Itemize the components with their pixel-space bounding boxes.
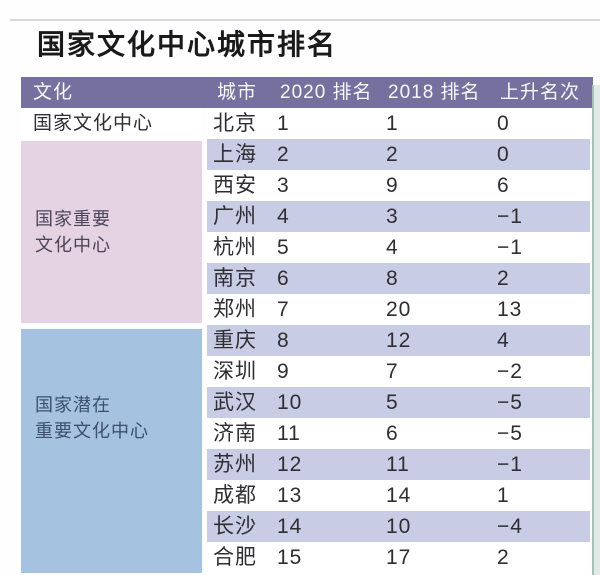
cell-rank-2020: 8 — [277, 329, 290, 352]
table-row: 杭州 5 4 −1 — [207, 232, 590, 263]
group-cell-important-center: 国家重要 文化中心 — [21, 141, 202, 323]
table-row: 郑州 7 20 13 — [207, 294, 590, 325]
table-row: 长沙 14 10 −4 — [207, 511, 590, 542]
cell-rank-change: −4 — [497, 515, 523, 538]
header-rank-2018: 2018 排名 — [388, 82, 481, 103]
header-rank-change: 上升名次 — [500, 82, 581, 103]
group-label-line: 重要文化中心 — [35, 421, 149, 441]
cell-city: 苏州 — [213, 453, 257, 476]
cell-rank-2018: 3 — [386, 205, 399, 228]
cell-rank-change: 2 — [497, 546, 510, 569]
cell-rank-2020: 12 — [277, 453, 303, 476]
right-edge-line — [592, 85, 594, 575]
cell-rank-2018: 20 — [386, 298, 412, 321]
table-row: 南京 6 8 2 — [207, 263, 590, 294]
cell-city: 上海 — [213, 143, 257, 166]
group-cell-national-center: 国家文化中心 — [21, 108, 202, 139]
cell-city: 郑州 — [213, 298, 257, 321]
cell-rank-2018: 5 — [386, 391, 399, 414]
cell-rank-2018: 14 — [386, 484, 412, 507]
cell-rank-change: −1 — [497, 453, 523, 476]
right-edge-strip — [594, 85, 600, 575]
group-label-line: 文化中心 — [35, 235, 111, 255]
cell-rank-change: −5 — [497, 391, 523, 414]
table-row: 深圳 9 7 −2 — [207, 356, 590, 387]
cell-rank-change: 6 — [497, 174, 510, 197]
cell-rank-2018: 6 — [386, 422, 399, 445]
table-row: 成都 13 14 1 — [207, 480, 590, 511]
cell-rank-change: 0 — [497, 112, 510, 135]
cell-city: 济南 — [213, 422, 257, 445]
cell-rank-change: 0 — [497, 143, 510, 166]
cell-city: 杭州 — [213, 236, 257, 259]
cell-rank-2018: 7 — [386, 360, 399, 383]
cell-rank-2020: 3 — [277, 174, 290, 197]
header-rank-2020: 2020 排名 — [280, 82, 373, 103]
table-row: 济南 11 6 −5 — [207, 418, 590, 449]
table-row: 西安 3 9 6 — [207, 170, 590, 201]
cell-rank-2020: 9 — [277, 360, 290, 383]
cell-rank-change: −1 — [497, 236, 523, 259]
cell-city: 北京 — [213, 112, 257, 135]
cell-rank-2018: 9 — [386, 174, 399, 197]
cell-rank-2020: 6 — [277, 267, 290, 290]
group-label: 国家文化中心 — [33, 113, 154, 134]
cell-city: 重庆 — [213, 329, 257, 352]
cell-rank-change: 4 — [497, 329, 510, 352]
table-row: 苏州 12 11 −1 — [207, 449, 590, 480]
cell-rank-2020: 2 — [277, 143, 290, 166]
header-culture: 文化 — [33, 82, 74, 103]
cell-city: 南京 — [213, 267, 257, 290]
cell-rank-2020: 5 — [277, 236, 290, 259]
table-rows: 北京 1 1 0 上海 2 2 0 西安 3 9 6 广州 4 3 −1 杭州 5 4 −1 南京 6 8 2 郑州 7 20 13 重… — [207, 108, 590, 573]
cell-city: 合肥 — [213, 546, 257, 569]
cell-rank-2020: 11 — [277, 422, 301, 445]
cell-rank-2018: 12 — [386, 329, 412, 352]
cell-rank-change: 13 — [497, 298, 523, 321]
cell-city: 成都 — [213, 484, 257, 507]
header-city: 城市 — [217, 82, 258, 103]
cell-rank-change: 2 — [497, 267, 510, 290]
cell-rank-2018: 8 — [386, 267, 399, 290]
cell-rank-change: −2 — [497, 360, 523, 383]
cell-city: 长沙 — [213, 515, 257, 538]
cell-rank-2018: 4 — [386, 236, 399, 259]
cell-rank-2018: 11 — [386, 453, 410, 476]
cell-rank-2020: 10 — [277, 391, 303, 414]
table-row: 重庆 8 12 4 — [207, 325, 590, 356]
cell-city: 深圳 — [213, 360, 257, 383]
cell-rank-2020: 15 — [277, 546, 303, 569]
cell-rank-2020: 4 — [277, 205, 290, 228]
table-row: 上海 2 2 0 — [207, 139, 590, 170]
cell-rank-change: −5 — [497, 422, 523, 445]
page-title: 国家文化中心城市排名 — [37, 29, 338, 60]
top-divider-line — [10, 19, 600, 21]
cell-rank-2018: 2 — [386, 143, 399, 166]
cell-rank-change: −1 — [497, 205, 523, 228]
group-cell-potential-center: 国家潜在 重要文化中心 — [21, 329, 202, 573]
cell-rank-2020: 13 — [277, 484, 303, 507]
cell-rank-2020: 14 — [277, 515, 303, 538]
cell-rank-2020: 1 — [277, 112, 290, 135]
group-label-line: 国家潜在 — [35, 395, 111, 415]
table-row: 武汉 10 5 −5 — [207, 387, 590, 418]
cell-city: 西安 — [213, 174, 257, 197]
table-row: 广州 4 3 −1 — [207, 201, 590, 232]
cell-rank-2020: 7 — [277, 298, 290, 321]
table-header-row: 文化 城市 2020 排名 2018 排名 上升名次 — [21, 77, 593, 108]
cell-rank-2018: 17 — [386, 546, 412, 569]
table-row: 合肥 15 17 2 — [207, 542, 590, 573]
table-row: 北京 1 1 0 — [207, 108, 590, 139]
cell-rank-change: 1 — [497, 484, 510, 507]
cell-city: 广州 — [213, 205, 257, 228]
cell-rank-2018: 10 — [386, 515, 412, 538]
cell-city: 武汉 — [213, 391, 257, 414]
cell-rank-2018: 1 — [386, 112, 399, 135]
group-label-line: 国家重要 — [35, 209, 111, 229]
